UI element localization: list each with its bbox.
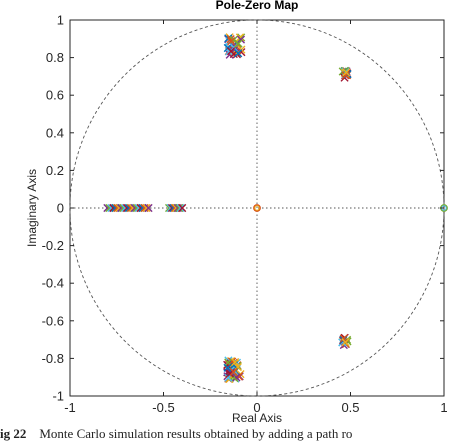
caption-label: ig 22	[0, 426, 27, 441]
pole-stroke	[176, 203, 185, 213]
y-tick-label: 0.6	[46, 88, 64, 103]
x-tick-label: 0.5	[341, 400, 359, 415]
pole-marker	[342, 68, 351, 77]
pole-stroke	[229, 367, 238, 377]
x-tick-label: -0.5	[152, 400, 174, 415]
y-tick-label: -1	[52, 389, 64, 404]
pole-marker	[223, 363, 232, 372]
pole-stroke	[234, 372, 244, 381]
pole-zero-chart: Pole-Zero Map -1 -0.8 -0.6 -0.4 -0.2 0 0.2 0.4 0…	[25, 0, 448, 425]
caption-text: Monte Carlo simulation results obtained …	[39, 426, 353, 441]
pole-stroke	[234, 49, 243, 58]
pole-marker	[341, 71, 350, 80]
y-tick-label: -0.6	[42, 313, 64, 328]
pole-stroke	[236, 35, 246, 44]
pole-marker	[236, 35, 246, 44]
pole-marker	[178, 203, 187, 213]
pole-stroke	[223, 360, 232, 369]
y-tick-label: 1	[57, 13, 64, 28]
pole-stroke	[223, 363, 232, 372]
pole-marker	[175, 203, 184, 213]
pole-stroke	[231, 357, 240, 367]
pole-marker	[223, 360, 232, 369]
pole-stroke	[237, 33, 246, 42]
figure-caption: ig 22 Monte Carlo simulation results obt…	[0, 426, 474, 442]
pole-marker	[144, 203, 153, 213]
y-axis-label: Imaginary Axis	[25, 169, 39, 247]
pole-stroke	[224, 358, 233, 367]
pole-marker	[142, 203, 151, 213]
pole-marker	[235, 33, 245, 42]
pole-stroke	[341, 71, 350, 80]
y-tick-label: -0.8	[42, 351, 64, 366]
y-tick-label: 0.8	[46, 50, 64, 65]
pole-marker	[341, 338, 350, 347]
pole-stroke	[341, 338, 350, 347]
pole-stroke	[178, 203, 187, 213]
y-tick-label: 0	[57, 201, 64, 216]
pole-marker	[176, 203, 185, 213]
x-tick-label: 0	[253, 400, 260, 415]
pole-stroke	[175, 203, 184, 213]
y-tick-label: 0.2	[46, 163, 64, 178]
x-tick-label: -1	[64, 400, 76, 415]
pole-stroke	[144, 203, 153, 213]
pole-stroke	[142, 203, 151, 213]
chart-title: Pole-Zero Map	[216, 0, 299, 12]
pole-stroke	[234, 39, 243, 48]
pole-marker	[234, 39, 243, 48]
pole-marker	[226, 47, 236, 56]
x-axis-label: Real Axis	[232, 411, 282, 425]
pole-marker	[229, 367, 238, 377]
zero-marker	[253, 204, 261, 212]
x-axis-ticks: -1 -0.5 0 0.5 1	[64, 20, 448, 415]
pole-zero-markers	[103, 33, 448, 384]
pole-marker	[227, 37, 236, 46]
pole-marker	[231, 357, 240, 367]
zero-marker	[254, 205, 260, 211]
y-axis-ticks: -1 -0.8 -0.6 -0.4 -0.2 0 0.2 0.4 0.6 0.8 1	[42, 13, 444, 404]
y-tick-label: -0.2	[42, 238, 64, 253]
pole-stroke	[226, 35, 235, 44]
y-tick-label: -0.4	[42, 276, 64, 291]
pole-stroke	[235, 33, 245, 42]
pole-stroke	[232, 373, 241, 382]
pole-marker	[237, 33, 246, 42]
y-tick-label: 0.4	[46, 125, 64, 140]
pole-marker	[234, 49, 243, 58]
pole-stroke	[227, 37, 236, 46]
x-tick-label: 1	[440, 400, 447, 415]
pole-stroke	[339, 334, 348, 343]
pole-stroke	[342, 68, 351, 77]
pole-stroke	[226, 47, 236, 56]
